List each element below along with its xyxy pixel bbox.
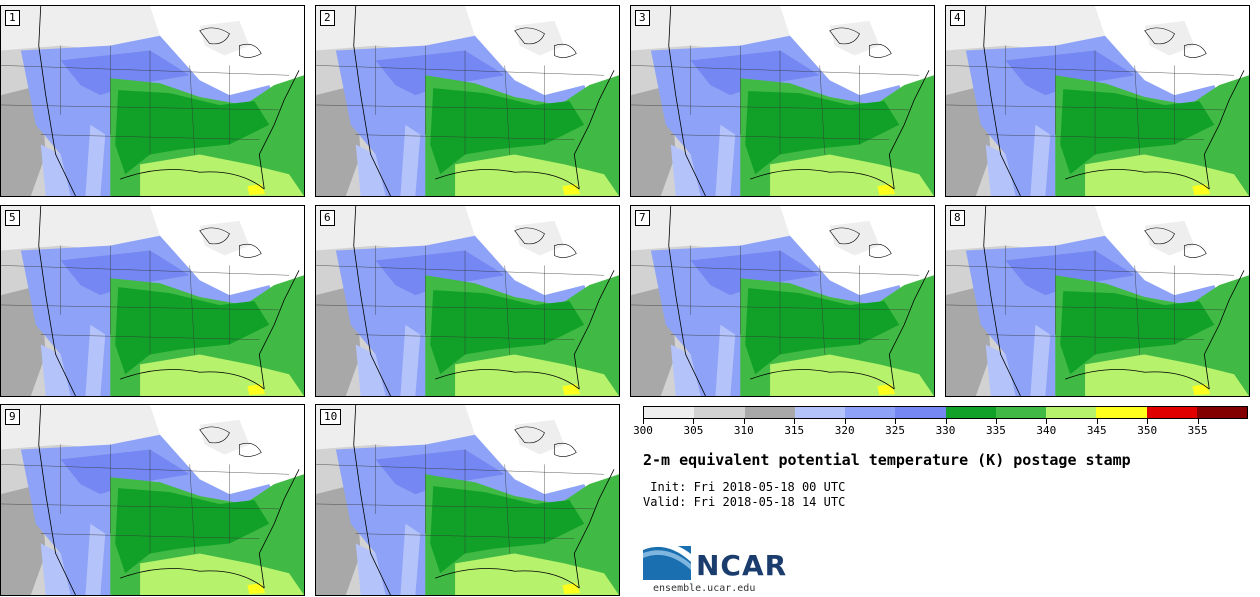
colorbar-segment: [945, 407, 996, 418]
colorbar-segment: [845, 407, 896, 418]
member-label: 4: [950, 10, 965, 26]
valid-time: Valid: Fri 2018-05-18 14 UTC: [643, 495, 846, 509]
member-panel: 8: [945, 205, 1250, 397]
colorbar-tick-mark: [895, 419, 897, 424]
member-label: 10: [320, 409, 342, 425]
member-panel: 5: [0, 205, 305, 397]
colorbar-tick-mark: [693, 419, 695, 424]
colorbar-tick-label: 345: [1086, 424, 1107, 437]
colorbar-tick-mark: [743, 419, 745, 424]
colorbar-tick-label: 320: [834, 424, 855, 437]
colorbar-tick-mark: [844, 419, 846, 424]
member-label: 8: [950, 210, 965, 226]
colorbar-tick-label: 355: [1187, 424, 1208, 437]
colorbar-ticks: 300 305 310 315 320 325 330 335 340 345 350 355: [633, 419, 1248, 439]
colorbar-tick-label: 305: [683, 424, 704, 437]
member-label: 1: [5, 10, 20, 26]
colorbar-segment: [895, 407, 946, 418]
member-label: 5: [5, 210, 20, 226]
colorbar-segment: [1146, 407, 1197, 418]
member-panel: 2: [315, 5, 620, 197]
colorbar-tick-mark: [1197, 419, 1199, 424]
map-field: [1, 405, 304, 595]
colorbar-tick-mark: [995, 419, 997, 424]
member-panel: 4: [945, 5, 1250, 197]
plot-title: 2-m equivalent potential temperature (K)…: [643, 451, 1131, 469]
member-panel: 1: [0, 5, 305, 197]
site-url[interactable]: ensemble.ucar.edu: [653, 583, 756, 594]
ncar-logo-icon: [643, 541, 691, 580]
map-field: [631, 206, 934, 396]
colorbar-tick-label: 310: [733, 424, 754, 437]
colorbar-tick-mark: [794, 419, 796, 424]
map-field: [1, 6, 304, 196]
colorbar-tick-label: 315: [784, 424, 805, 437]
colorbar: [643, 406, 1248, 419]
colorbar-tick-mark: [1147, 419, 1149, 424]
map-field: [1, 206, 304, 396]
member-panel: 7: [630, 205, 935, 397]
colorbar-tick-mark: [945, 419, 947, 424]
colorbar-segment: [694, 407, 745, 418]
member-label: 2: [320, 10, 335, 26]
member-label: 6: [320, 210, 335, 226]
map-field: [631, 6, 934, 196]
member-panel: 10: [315, 404, 620, 596]
ncar-logo-text: NCAR: [696, 549, 788, 582]
colorbar-segment: [1196, 407, 1247, 418]
colorbar-tick-label: 340: [1036, 424, 1057, 437]
member-label: 9: [5, 409, 20, 425]
map-field: [316, 405, 619, 595]
colorbar-segment: [1096, 407, 1147, 418]
colorbar-segment: [644, 407, 695, 418]
colorbar-tick-label: 330: [935, 424, 956, 437]
member-panel: 6: [315, 205, 620, 397]
member-panel: 3: [630, 5, 935, 197]
colorbar-tick-label: 350: [1137, 424, 1158, 437]
member-label: 7: [635, 210, 650, 226]
map-field: [946, 206, 1249, 396]
colorbar-tick-mark: [1096, 419, 1098, 424]
map-field: [316, 6, 619, 196]
colorbar-tick-mark: [1046, 419, 1048, 424]
init-time: Init: Fri 2018-05-18 00 UTC: [643, 480, 846, 494]
colorbar-segment: [995, 407, 1046, 418]
map-field: [946, 6, 1249, 196]
colorbar-segment: [1046, 407, 1097, 418]
member-label: 3: [635, 10, 650, 26]
colorbar-segment: [744, 407, 795, 418]
colorbar-tick-mark: [643, 419, 644, 424]
colorbar-tick-label: 300: [633, 424, 653, 437]
map-field: [316, 206, 619, 396]
colorbar-tick-label: 335: [985, 424, 1006, 437]
colorbar-tick-label: 325: [885, 424, 906, 437]
member-panel: 9: [0, 404, 305, 596]
colorbar-segment: [794, 407, 845, 418]
